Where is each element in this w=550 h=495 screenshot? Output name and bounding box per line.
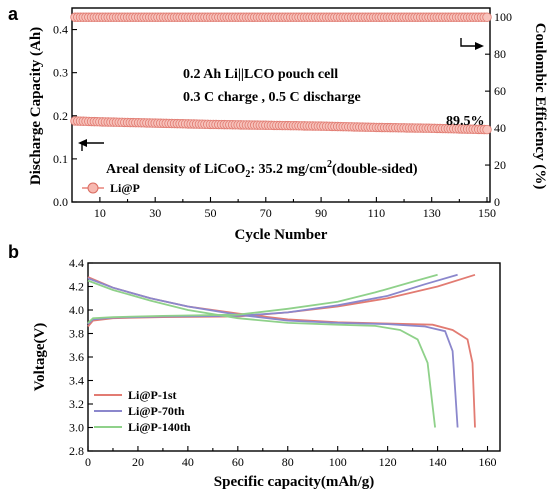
chart-a-x-tick-label: 110: [368, 206, 386, 220]
series-li-p-70th-discharge: [87, 277, 459, 428]
areal-density-sub: 2: [245, 169, 250, 180]
annotation-retention: 89.5%: [446, 114, 485, 129]
left-axis-arrow-head: [78, 139, 87, 147]
right-axis-arrow: [460, 38, 478, 47]
capacity-point: [482, 124, 492, 135]
chart-b-x-tick-label: 80: [282, 455, 294, 469]
chart-a-y-left-tick-label: 0.3: [53, 66, 68, 80]
panel-a-label: a: [8, 4, 19, 24]
legend-label-li-p-1st: Li@P-1st: [128, 388, 177, 402]
series-li-p-140th-discharge: [87, 279, 436, 428]
chart-a-x-tick-label: 150: [478, 206, 496, 220]
chart-b-x-tick-label: 120: [379, 455, 397, 469]
chart-b-legend: Li@P-1st Li@P-70th Li@P-140th: [94, 388, 191, 434]
chart-a-y-left-tick-label: 0.1: [53, 152, 68, 166]
chart-b-x-tick-label: 20: [132, 455, 144, 469]
chart-a-x-ticks: 10 30 50 70 90 110 130 150: [94, 197, 496, 220]
legend-marker-li-p: [87, 182, 99, 194]
chart-b-marks: [87, 273, 476, 428]
legend-label-li-p: Li@P: [110, 181, 140, 195]
chart-a-x-tick-label: 30: [149, 206, 161, 220]
chart-b-y-tick-label: 4.0: [69, 303, 84, 317]
chart-a-legend: Li@P: [82, 181, 140, 195]
chart-a-x-tick-label: 50: [204, 206, 216, 220]
legend-label-li-p-140th: Li@P-140th: [128, 420, 191, 434]
areal-density-suffix: (double-sided): [332, 162, 418, 177]
legend-label-li-p-70th: Li@P-70th: [128, 404, 185, 418]
chart-a-y-right-tick-label: 20: [494, 158, 506, 172]
chart-b-y-tick-label: 4.2: [69, 280, 84, 294]
chart-b: 0 20 40 60 80 100 120 140 160 2.8 3.0 3.2 3.4 3.6 3.8…: [32, 256, 501, 490]
chart-a-y-right-tick-label: 0: [494, 195, 500, 209]
chart-a-marks: [70, 12, 492, 135]
chart-b-y-tick-label: 3.6: [69, 350, 84, 364]
chart-a-y-left-ticks: 0.0 0.1 0.2 0.3 0.4: [53, 23, 77, 209]
chart-a-y-right-ticks: 0 20 40 60 80 100: [485, 10, 512, 209]
chart-a-x-tick-label: 70: [260, 206, 272, 220]
chart-a-x-label: Cycle Number: [235, 227, 328, 243]
chart-b-y-tick-label: 3.8: [69, 327, 84, 341]
annotation-areal-density: Areal density of LiCoO2: 35.2 mg/cm2(dou…: [106, 159, 418, 180]
chart-b-x-tick-label: 140: [429, 455, 447, 469]
efficiency-point: [482, 12, 492, 22]
chart-a-y-left-tick-label: 0.4: [53, 23, 68, 37]
chart-a-y-right-label: Coulombic Efficiency (%): [532, 23, 548, 190]
areal-density-prefix: Areal density of LiCoO: [106, 162, 245, 177]
chart-b-y-tick-label: 2.8: [69, 444, 84, 458]
chart-a-y-left-label: Discharge Capacity (Ah): [28, 27, 44, 185]
annotation-rate: 0.3 C charge , 0.5 C discharge: [183, 90, 361, 105]
chart-a-x-tick-label: 90: [315, 206, 327, 220]
panel-b-label: b: [8, 242, 19, 262]
chart-b-y-tick-label: 3.0: [69, 421, 84, 435]
series-li-p-140th-charge: [87, 273, 438, 324]
chart-a-y-right-tick-label: 40: [494, 121, 506, 135]
chart-b-y-tick-label: 4.4: [69, 256, 84, 270]
areal-density-sup: 2: [327, 159, 332, 170]
right-axis-arrow-head: [475, 42, 484, 50]
chart-b-y-label: Voltage(V): [32, 323, 48, 392]
chart-a-y-left-tick-label: 0.0: [53, 195, 68, 209]
chart-b-x-tick-label: 0: [85, 455, 91, 469]
chart-b-x-tick-label: 60: [232, 455, 244, 469]
chart-b-x-tick-label: 100: [329, 455, 347, 469]
chart-a-y-right-tick-label: 60: [494, 84, 506, 98]
chart-a-x-tick-label: 130: [423, 206, 441, 220]
chart-b-y-ticks: 2.8 3.0 3.2 3.4 3.6 3.8 4.0 4.2 4.4: [69, 256, 93, 458]
chart-b-y-tick-label: 3.2: [69, 397, 84, 411]
chart-a-y-left-tick-label: 0.2: [53, 109, 68, 123]
chart-a-y-right-tick-label: 80: [494, 47, 506, 61]
chart-a: 10 30 50 70 90 110 130 150 0.0 0.1 0.2 0.3 0.4 0 20 4…: [28, 7, 548, 243]
chart-b-x-label: Specific capacity(mAh/g): [214, 474, 374, 490]
chart-a-y-right-tick-label: 100: [494, 10, 512, 24]
chart-b-x-ticks: 0 20 40 60 80 100 120 140 160: [85, 446, 497, 469]
chart-b-x-tick-label: 160: [479, 455, 497, 469]
chart-a-x-tick-label: 10: [94, 206, 106, 220]
chart-a-frame: [71, 7, 491, 203]
annotation-cell: 0.2 Ah Li||LCO pouch cell: [183, 67, 338, 82]
chart-b-x-tick-label: 40: [182, 455, 194, 469]
areal-density-mid: : 35.2 mg/cm: [250, 162, 327, 177]
chart-b-y-tick-label: 3.4: [69, 374, 84, 388]
